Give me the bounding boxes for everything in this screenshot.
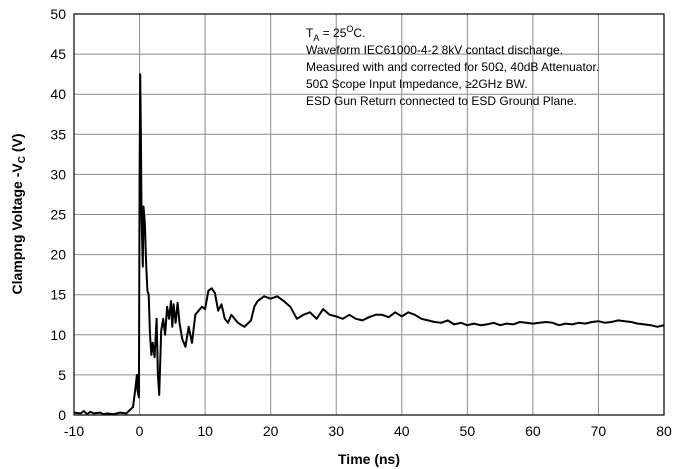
y-tick-label: 35 xyxy=(50,126,66,142)
y-tick-label: 40 xyxy=(50,86,66,102)
x-tick-label: -10 xyxy=(64,423,84,439)
plot-frame xyxy=(73,13,665,416)
x-axis-label: Time (ns) xyxy=(338,451,400,467)
annotation-line-2: Measured with and corrected for 50Ω, 40d… xyxy=(306,60,599,74)
y-tick-label: 5 xyxy=(58,367,66,383)
x-tick-label: 0 xyxy=(136,423,144,439)
y-tick-label: 45 xyxy=(50,46,66,62)
x-tick-label: 60 xyxy=(525,423,541,439)
x-tick-labels: -10 0 10 20 30 40 50 60 70 80 xyxy=(64,423,672,439)
y-tick-label: 10 xyxy=(50,327,66,343)
series-line xyxy=(73,73,665,416)
x-tick-label: 20 xyxy=(263,423,279,439)
y-tick-label: 25 xyxy=(50,207,66,223)
x-tick-label: 40 xyxy=(394,423,410,439)
annotation-line-4: ESD Gun Return connected to ESD Ground P… xyxy=(306,94,577,108)
y-tick-label: 50 xyxy=(50,6,66,22)
annotation-line-3: 50Ω Scope Input Impedance, ≥2GHz BW. xyxy=(306,77,528,91)
x-tick-label: 70 xyxy=(591,423,607,439)
y-tick-labels: 0 5 10 15 20 25 30 35 40 45 50 xyxy=(50,6,66,423)
y-tick-label: 0 xyxy=(58,407,66,423)
annotation-line-1: Waveform IEC61000-4-2 8kV contact discha… xyxy=(306,43,563,57)
x-tick-label: 80 xyxy=(656,423,672,439)
y-tick-label: 20 xyxy=(50,247,66,263)
x-tick-label: 30 xyxy=(328,423,344,439)
annotation-ta: TA = 25OC. xyxy=(306,24,365,43)
y-tick-label: 15 xyxy=(50,287,66,303)
x-tick-label: 50 xyxy=(460,423,476,439)
y-tick-label: 30 xyxy=(50,166,66,182)
annotation-block: TA = 25OC. Waveform IEC61000-4-2 8kV con… xyxy=(306,24,599,108)
x-tick-label: 10 xyxy=(197,423,213,439)
y-axis-label: Clampng Voltage -VC (V) xyxy=(9,134,28,295)
